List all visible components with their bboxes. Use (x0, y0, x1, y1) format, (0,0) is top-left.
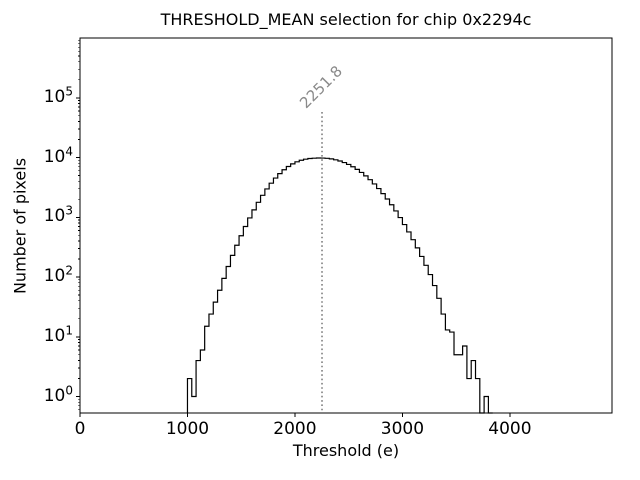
y-tick-label-1e2: 102 (43, 263, 73, 287)
y-tick-label-1e5: 105 (43, 84, 73, 107)
x-axis-label: Threshold (e) (292, 441, 400, 460)
y-tick-label-1e3: 103 (43, 203, 73, 227)
y-tick-label-1e0: 100 (43, 383, 73, 406)
x-tick-label-3000: 3000 (380, 419, 425, 439)
y-axis-label: Number of pixels (10, 157, 30, 295)
x-tick-label-4000: 4000 (488, 419, 532, 439)
chart-title: THRESHOLD_MEAN selection for chip 0x2294… (160, 10, 532, 29)
x-tick-label-0: 0 (74, 419, 86, 439)
x-tick-label-1000: 1000 (165, 419, 210, 439)
histogram-step-curve (186, 157, 493, 414)
y-tick-label-1e1: 101 (43, 323, 73, 346)
y-tick-label-1e4: 104 (43, 144, 73, 167)
x-tick-label-2000: 2000 (273, 419, 317, 439)
axes-frame (79, 37, 613, 414)
